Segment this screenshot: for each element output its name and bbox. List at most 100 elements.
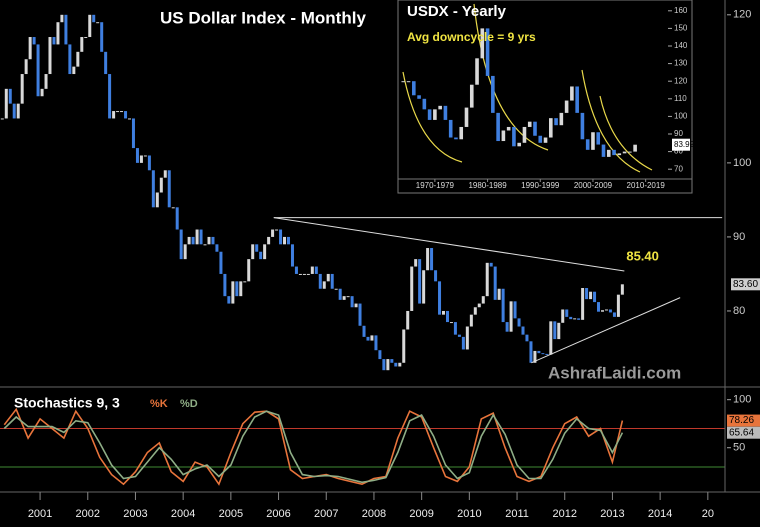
candle [543,137,548,143]
candle [52,37,56,45]
candle [223,273,227,297]
candle [263,244,267,260]
candle [565,309,569,317]
candle [577,318,581,320]
candle [56,22,60,45]
candle [541,353,545,355]
x-tick-label: 2011 [505,508,529,520]
x-tick-label: 2009 [409,508,433,520]
candle [298,273,302,275]
price-tag-label: 83.92 [674,140,695,149]
y-tick-label: 80 [674,147,683,156]
candle [386,359,390,371]
candle [104,51,108,75]
candle [398,362,402,367]
candle [617,153,622,156]
candle [485,28,490,76]
candle [195,229,199,245]
y-tick-label: 110 [674,94,687,103]
chart-title: US Dollar Index - Monthly [160,8,366,27]
candle [459,126,464,140]
y-tick-label: 70 [674,164,683,173]
candle [96,22,100,24]
candle [509,301,513,332]
candle [402,329,406,363]
candle [60,14,64,23]
cycle-curve [599,95,653,171]
candle [175,207,179,230]
candle [427,109,432,120]
candle [473,307,477,315]
candle [342,296,346,300]
candle [573,318,577,320]
candle [410,266,414,311]
main-panel: 80 90 100 120 85.40 83.60 [0,9,760,371]
candle [310,266,314,274]
candle [585,288,589,300]
candle [414,259,418,267]
candle [72,66,76,75]
candle [24,59,28,75]
candle [517,142,521,147]
candle [496,112,500,142]
candle [608,309,612,313]
candle [475,58,479,85]
candle [604,309,608,311]
candle [481,296,485,304]
candle [259,251,263,260]
last-value-label: 65.64 [729,427,754,438]
candle [159,177,163,193]
candle [290,244,294,267]
candle [187,236,191,245]
candle [68,44,72,75]
candle [441,310,445,315]
candle [302,273,306,275]
candle [16,103,20,119]
legend-label: %K [150,398,168,410]
candle [430,248,434,271]
candle [497,288,501,300]
candle [601,310,605,312]
candle [517,318,521,327]
candle [219,251,223,274]
candle [575,86,579,113]
x-tick-label: 2012 [552,508,576,520]
candle [422,98,427,110]
candle [597,302,601,312]
y-tick-label: 80 [733,305,745,317]
price-tag [731,278,760,291]
candle [326,273,330,282]
cycle-curve [581,69,641,173]
candle [116,111,120,113]
candle [570,86,574,101]
candle [438,105,442,110]
candle [167,170,171,208]
candle [480,28,485,59]
x-tick-label: 1990-1999 [521,181,560,190]
candle [275,229,279,231]
candle [243,281,247,283]
candle [593,291,597,303]
candle [448,119,453,138]
candle [370,335,374,341]
candle [493,266,497,300]
candle [585,139,590,150]
candle [401,81,406,83]
candle [525,334,529,342]
inset-subtitle: Avg downcycle = 9 yrs [407,30,536,44]
candle [12,103,16,119]
candle [88,14,92,38]
trendline [273,217,625,272]
y-tick-label: 90 [733,231,745,243]
series-line [3,410,624,484]
candle [374,335,378,351]
y-tick-label: 160 [674,6,688,15]
candle [390,359,394,363]
x-tick-label: 2013 [600,508,624,520]
candle [183,244,187,260]
candle [231,281,235,304]
candle [92,14,96,23]
candle [464,107,469,127]
candle [549,321,553,355]
candle [346,296,350,298]
